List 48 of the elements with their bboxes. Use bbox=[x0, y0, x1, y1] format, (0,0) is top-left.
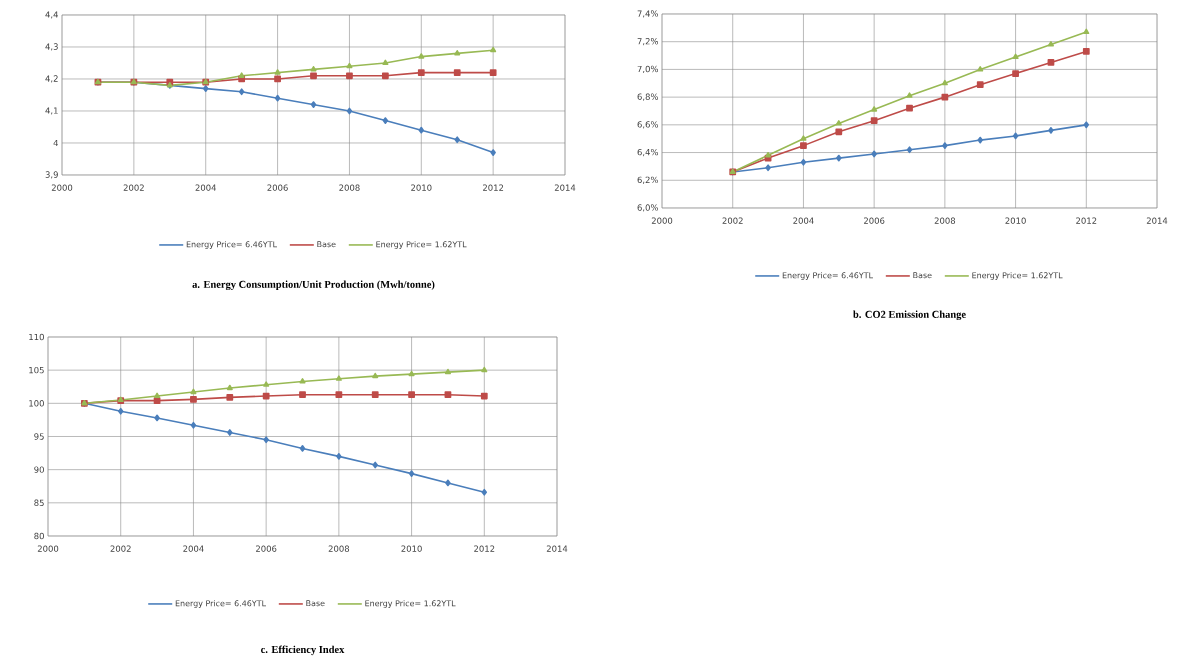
y-tick-label: 4,2 bbox=[45, 75, 58, 83]
text: a. Energy Consumption/Unit Production (Mwh/tonne) bbox=[192, 280, 435, 291]
x-tick-label: 2000 bbox=[37, 545, 59, 552]
y-tick-label: 7,4% bbox=[637, 10, 659, 18]
y-tick-label: 6,2% bbox=[637, 176, 659, 184]
x-tick-label: 2004 bbox=[793, 217, 814, 224]
y-tick-label: 85 bbox=[34, 499, 44, 507]
x-tick-label: 2012 bbox=[483, 184, 504, 191]
x-tick-label: 2008 bbox=[934, 217, 956, 224]
x-tick-label: 2002 bbox=[123, 184, 144, 191]
y-tick-label: 95 bbox=[34, 433, 44, 440]
x-tick-label: 2014 bbox=[546, 545, 568, 552]
text: c. Efficiency Index bbox=[261, 645, 345, 656]
x-tick-label: 2012 bbox=[474, 545, 495, 552]
y-tick-label: 3,9 bbox=[45, 171, 58, 179]
x-tick-label: 2000 bbox=[51, 184, 73, 191]
y-tick-label: 80 bbox=[34, 532, 44, 540]
x-tick-label: 2010 bbox=[1005, 217, 1026, 224]
x-tick-label: 2010 bbox=[401, 545, 422, 552]
x-tick-label: 2014 bbox=[554, 184, 576, 191]
y-tick-label: 100 bbox=[29, 400, 44, 407]
x-tick-label: 2010 bbox=[411, 184, 432, 191]
y-tick-label: 6,6% bbox=[637, 121, 659, 129]
x-tick-label: 2002 bbox=[110, 545, 131, 552]
y-tick-label: 6,8% bbox=[637, 93, 659, 101]
y-tick-label: 4,1 bbox=[45, 107, 58, 115]
x-tick-label: 2008 bbox=[328, 545, 350, 552]
x-tick-label: 2006 bbox=[256, 545, 277, 552]
y-tick-label: 7,2% bbox=[637, 38, 659, 46]
y-tick-label: 6,4% bbox=[637, 148, 659, 157]
text: b. CO2 Emission Change bbox=[853, 310, 966, 321]
y-tick-label: 6,0% bbox=[637, 204, 659, 212]
x-tick-label: 2006 bbox=[267, 184, 288, 191]
x-tick-label: 2002 bbox=[722, 217, 743, 224]
y-tick-label: 110 bbox=[29, 333, 44, 341]
x-tick-label: 2004 bbox=[195, 184, 217, 191]
y-tick-label: 4 bbox=[53, 139, 59, 147]
y-tick-label: 90 bbox=[34, 466, 44, 473]
x-tick-label: 2000 bbox=[651, 217, 673, 224]
y-tick-label: 105 bbox=[29, 366, 44, 374]
y-tick-label: 4,4 bbox=[45, 11, 59, 19]
x-tick-label: 2014 bbox=[1146, 217, 1168, 224]
y-tick-label: 4,3 bbox=[45, 43, 58, 51]
x-tick-label: 2008 bbox=[339, 184, 360, 191]
x-tick-label: 2006 bbox=[864, 217, 885, 224]
y-tick-label: 7,0% bbox=[637, 65, 659, 74]
x-tick-label: 2012 bbox=[1076, 217, 1097, 224]
x-tick-label: 2004 bbox=[183, 545, 204, 552]
